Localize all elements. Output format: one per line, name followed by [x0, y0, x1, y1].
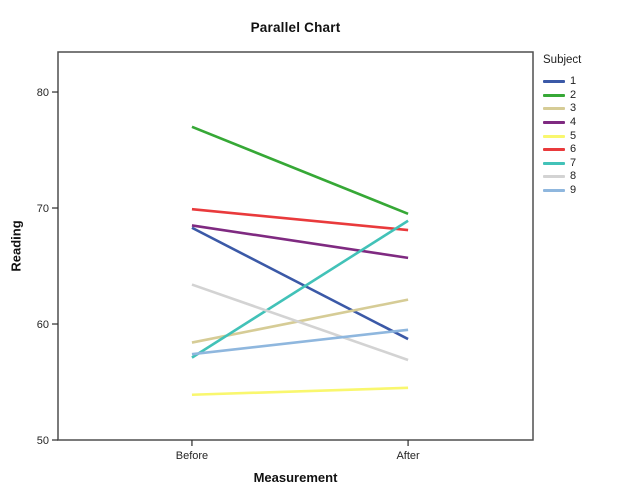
series-line-6 [191, 207, 409, 232]
legend-item-label: 5 [570, 129, 577, 142]
chart-title: Parallel Chart [250, 20, 341, 35]
legend-swatch-icon [543, 80, 565, 84]
series-line-4 [191, 224, 409, 260]
series-line-9 [191, 328, 409, 356]
legend-swatch-icon [543, 189, 565, 193]
legend-swatch-icon [543, 175, 565, 179]
legend-item-label: 1 [570, 75, 577, 88]
legend-item-9: 9 [543, 184, 621, 198]
legend-item-label: 2 [570, 88, 577, 101]
x-tick-label: After [396, 450, 420, 462]
y-tick-label: 70 [37, 203, 49, 215]
legend-item-label: 9 [570, 184, 577, 197]
series-line-5 [191, 386, 409, 397]
legend-item-4: 4 [543, 116, 621, 130]
legend-swatch-icon [543, 161, 565, 165]
series-line-2 [191, 125, 409, 216]
legend-item-3: 3 [543, 102, 621, 116]
series-line-1 [191, 226, 409, 341]
legend-item-label: 4 [570, 116, 577, 129]
legend-item-label: 8 [570, 170, 577, 183]
legend-item-1: 1 [543, 75, 621, 89]
plot-frame [57, 51, 534, 441]
legend-title: Subject [543, 54, 582, 66]
legend-item-2: 2 [543, 89, 621, 103]
legend-swatch-icon [543, 93, 565, 97]
legend-swatch-icon [543, 107, 565, 111]
y-tick-label: 80 [37, 87, 49, 99]
x-tick-label: Before [176, 450, 208, 462]
legend-item-label: 6 [570, 143, 577, 156]
legend-swatch-icon [543, 148, 565, 152]
y-tick-label: 50 [37, 435, 49, 447]
legend-item-6: 6 [543, 143, 621, 157]
series-line-7 [191, 219, 409, 359]
legend-item-8: 8 [543, 170, 621, 184]
x-axis-title: Measurement [253, 470, 338, 485]
legend-item-7: 7 [543, 157, 621, 171]
y-tick-label: 60 [37, 319, 49, 331]
legend-item-label: 3 [570, 102, 577, 115]
series-line-8 [191, 283, 409, 362]
legend-item-label: 7 [570, 156, 577, 169]
legend-swatch-icon [543, 121, 565, 125]
legend-item-5: 5 [543, 129, 621, 143]
legend-swatch-icon [543, 134, 565, 138]
